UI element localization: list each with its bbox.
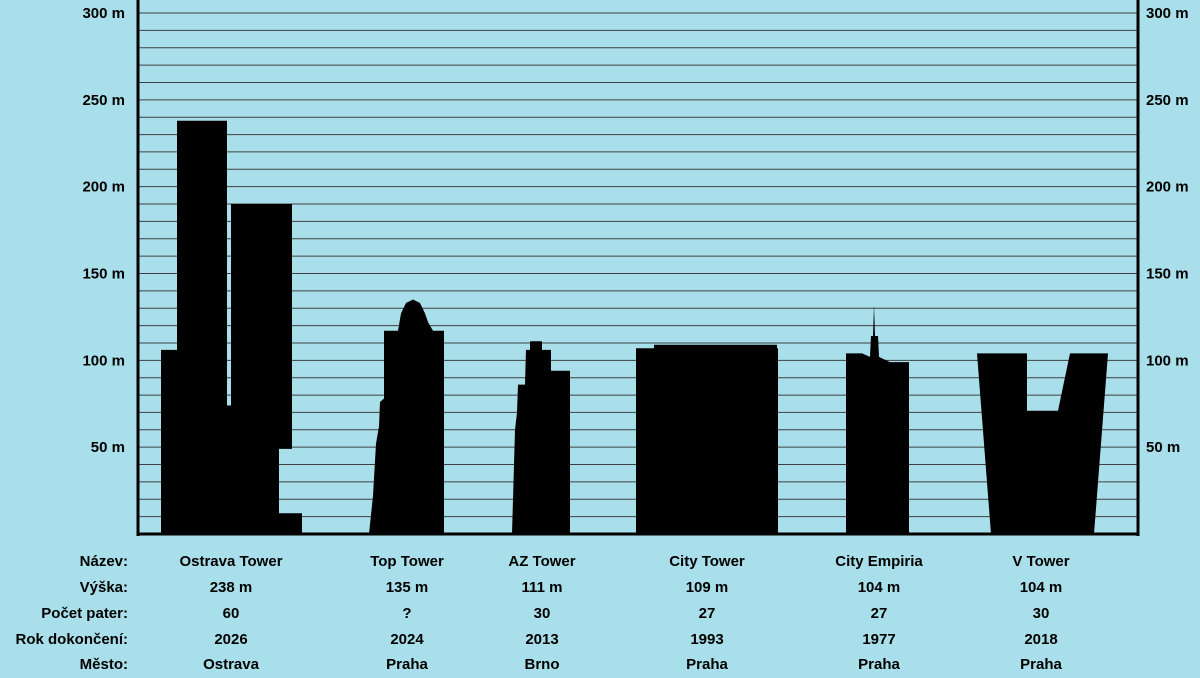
building-city: Ostrava [203, 656, 260, 673]
building-city: Praha [686, 656, 728, 673]
row-label: Rok dokončení: [15, 631, 128, 648]
y-tick-label: 250 m [82, 92, 125, 109]
gridlines [138, 12, 1138, 518]
building-year: 2018 [1024, 631, 1057, 648]
building-city: Praha [1020, 656, 1062, 673]
city-empiria-silhouette [846, 304, 909, 534]
row-label: Počet pater: [41, 605, 128, 622]
building-name: Ostrava Tower [179, 553, 282, 570]
y-tick-label: 300 m [1146, 5, 1189, 22]
building-height: 109 m [686, 579, 729, 596]
building-height: 104 m [858, 579, 901, 596]
y-tick-label: 50 m [91, 439, 125, 456]
y-tick-label: 100 m [82, 352, 125, 369]
building-floors: 30 [1033, 605, 1050, 622]
y-tick-label: 250 m [1146, 92, 1189, 109]
y-tick-label: 100 m [1146, 352, 1189, 369]
ostrava-tower-silhouette [161, 120, 302, 534]
building-name: AZ Tower [508, 553, 575, 570]
building-name: Top Tower [370, 553, 444, 570]
row-label: Město: [80, 656, 128, 673]
building-city: Brno [525, 656, 560, 673]
building-year: 2026 [214, 631, 247, 648]
y-axis-left-labels: 300 m 250 m 200 m 150 m 100 m 50 m [82, 5, 125, 456]
building-year: 1977 [862, 631, 895, 648]
building-floors: 30 [534, 605, 551, 622]
building-name: V Tower [1012, 553, 1069, 570]
building-year: 1993 [690, 631, 723, 648]
building-height: 104 m [1020, 579, 1063, 596]
building-floors: 27 [871, 605, 888, 622]
y-tick-label: 200 m [1146, 179, 1189, 196]
building-silhouettes [161, 120, 1108, 534]
building-height: 111 m [522, 579, 563, 596]
row-labels: Název: Výška: Počet pater: Rok dokončení: Mě… [15, 553, 128, 673]
building-info-table: Ostrava Tower 238 m 60 2026 Ostrava Top Tower… [179, 553, 1069, 673]
building-year: 2024 [390, 631, 424, 648]
building-city: Praha [386, 656, 428, 673]
y-tick-label: 150 m [82, 266, 125, 283]
building-floors: 60 [223, 605, 240, 622]
y-tick-label: 300 m [82, 5, 125, 22]
building-height: 238 m [210, 579, 253, 596]
y-axis-right-labels: 300 m 250 m 200 m 150 m 100 m 50 m [1146, 5, 1189, 456]
city-tower-silhouette [636, 344, 778, 534]
row-label: Název: [80, 553, 128, 570]
y-tick-label: 50 m [1146, 439, 1180, 456]
building-height: 135 m [386, 579, 429, 596]
building-name: City Empiria [835, 553, 923, 570]
building-floors: ? [402, 605, 411, 622]
y-tick-label: 200 m [82, 179, 125, 196]
y-tick-label: 150 m [1146, 266, 1189, 283]
row-label: Výška: [80, 579, 128, 596]
building-year: 2013 [525, 631, 558, 648]
v-tower-silhouette [977, 353, 1108, 534]
building-city: Praha [858, 656, 900, 673]
top-tower-silhouette [369, 299, 444, 534]
building-name: City Tower [669, 553, 745, 570]
building-floors: 27 [699, 605, 716, 622]
az-tower-silhouette [512, 341, 570, 534]
